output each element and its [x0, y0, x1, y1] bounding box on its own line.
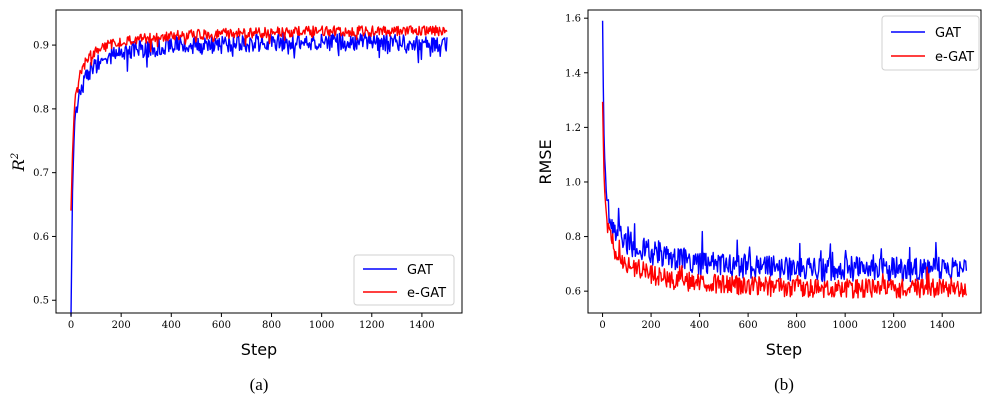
chart-a-xtick-label: 200 — [112, 320, 131, 331]
chart-a-ticks: 0 200 400 600 800 1000 1200 1400 0.5 0.6 0.7 0.8 0.9 — [33, 41, 435, 331]
chart-a-xtick-label: 800 — [262, 320, 281, 331]
chart-a-xtick-label: 0 — [68, 320, 74, 331]
chart-b: 0 200 400 600 800 1000 1200 1400 0.6 0.8 1.0 1.2 1.4… — [536, 9, 982, 394]
chart-b-series-gat — [601, 20, 968, 283]
chart-b-xtick-label: 1000 — [832, 320, 857, 331]
chart-b-legend: GAT e-GAT — [881, 15, 980, 71]
chart-a-ytick-label: 0.8 — [33, 104, 49, 115]
chart-b-ytick-label: 0.6 — [565, 287, 581, 298]
chart-b-xtick-label: 400 — [690, 320, 709, 331]
chart-a-ylabel-base: R — [9, 159, 28, 172]
chart-a-legend-egat-label: e-GAT — [407, 286, 446, 301]
chart-b-xlabel: Step — [766, 340, 802, 359]
chart-a-xlabel: Step — [241, 340, 277, 359]
chart-a-ylabel: R2 — [9, 153, 28, 172]
chart-a-legend-gat-label: GAT — [407, 263, 433, 278]
chart-b-ytick-label: 1.2 — [565, 123, 581, 134]
chart-b-xtick-label: 200 — [642, 320, 661, 331]
chart-a-xtick-label: 1400 — [409, 320, 434, 331]
chart-a-lines — [70, 25, 448, 316]
chart-a-xtick-label: 400 — [162, 320, 181, 331]
chart-b-frame — [587, 9, 982, 314]
chart-a-xtick-label: 600 — [212, 320, 231, 331]
chart-a-ytick-label: 0.7 — [33, 168, 49, 179]
chart-b-ticks: 0 200 400 600 800 1000 1200 1400 0.6 0.8 1.0 1.2 1.4… — [565, 14, 955, 331]
chart-b-lines — [601, 20, 968, 299]
chart-b-ylabel: RMSE — [536, 139, 555, 184]
chart-b-xtick-label: 600 — [739, 320, 758, 331]
chart-a-xtick-label: 1200 — [359, 320, 384, 331]
chart-b-xtick-label: 1200 — [881, 320, 906, 331]
chart-b-ytick-label: 1.0 — [565, 177, 581, 188]
chart-b-legend-gat-label: GAT — [935, 26, 961, 41]
chart-a-ylabel-sup: 2 — [10, 153, 21, 160]
chart-a-frame — [55, 9, 463, 314]
chart-b-ytick-label: 1.6 — [565, 14, 581, 25]
chart-a-ytick-label: 0.5 — [33, 296, 49, 307]
chart-b-legend-egat-label: e-GAT — [935, 50, 974, 65]
chart-a-series-gat — [70, 32, 448, 316]
chart-a-panel-label: (a) — [250, 375, 269, 394]
chart-b-xtick-label: 800 — [787, 320, 806, 331]
chart-b-series-e-gat — [601, 101, 968, 299]
chart-a-xtick-label: 1000 — [309, 320, 334, 331]
chart-b-xtick-label: 0 — [599, 320, 605, 331]
chart-b-panel-label: (b) — [774, 375, 794, 394]
chart-a-legend: GAT e-GAT — [353, 254, 455, 306]
chart-a-series-e-gat — [70, 25, 448, 211]
chart-a-ytick-label: 0.6 — [33, 232, 49, 243]
chart-a-ytick-label: 0.9 — [33, 41, 49, 52]
chart-b-ytick-label: 0.8 — [565, 232, 581, 243]
chart-b-ytick-label: 1.4 — [565, 68, 581, 79]
chart-a: 0 200 400 600 800 1000 1200 1400 0.5 0.6 0.7 0.8 0.9… — [9, 9, 463, 394]
chart-b-xtick-label: 1400 — [929, 320, 954, 331]
